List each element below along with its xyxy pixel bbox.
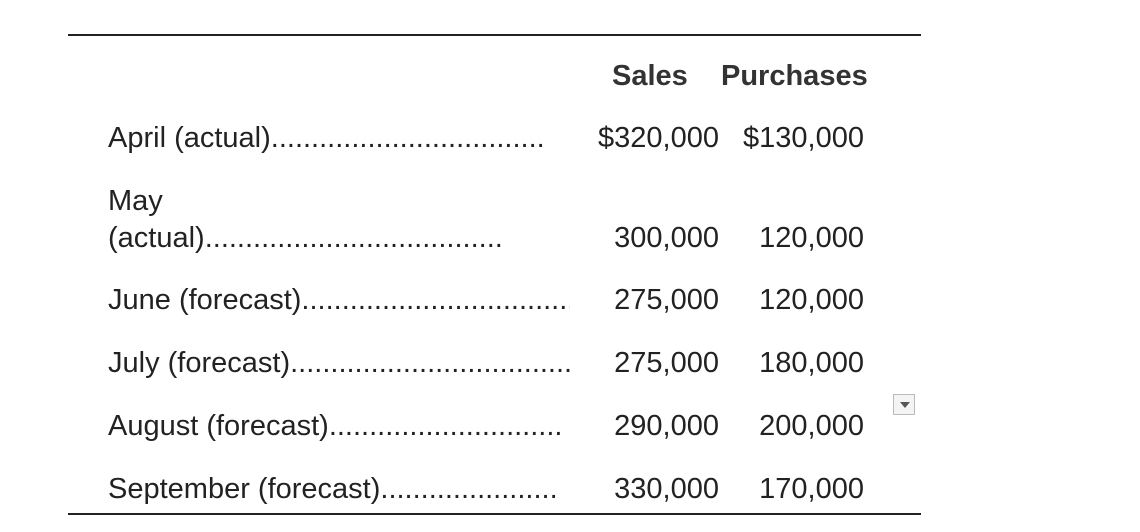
top-rule [68,34,921,36]
row-label: April (actual)..........................… [108,122,545,154]
sales-cell: 275,000 [614,347,719,379]
purchases-cell: 120,000 [759,284,864,316]
purchases-cell: $130,000 [743,122,864,154]
sales-cell: 330,000 [614,473,719,505]
dropdown-toggle[interactable] [893,394,915,415]
column-header: Purchases [721,60,868,92]
bottom-rule [68,513,921,515]
column-header: Sales [612,60,688,92]
row-label: September (forecast)....................… [108,473,558,505]
purchases-cell: 170,000 [759,473,864,505]
sales-cell: 290,000 [614,410,719,442]
sales-cell: $320,000 [598,122,719,154]
row-label: May (actual)............................… [108,185,503,254]
row-label: June (forecast).........................… [108,284,570,316]
sales-cell: 300,000 [614,222,719,254]
row-label: August (forecast).......................… [108,410,564,442]
sales-cell: 275,000 [614,284,719,316]
purchases-cell: 200,000 [759,410,864,442]
row-label: July (forecast).........................… [108,347,573,379]
purchases-cell: 120,000 [759,222,864,254]
purchases-cell: 180,000 [759,347,864,379]
